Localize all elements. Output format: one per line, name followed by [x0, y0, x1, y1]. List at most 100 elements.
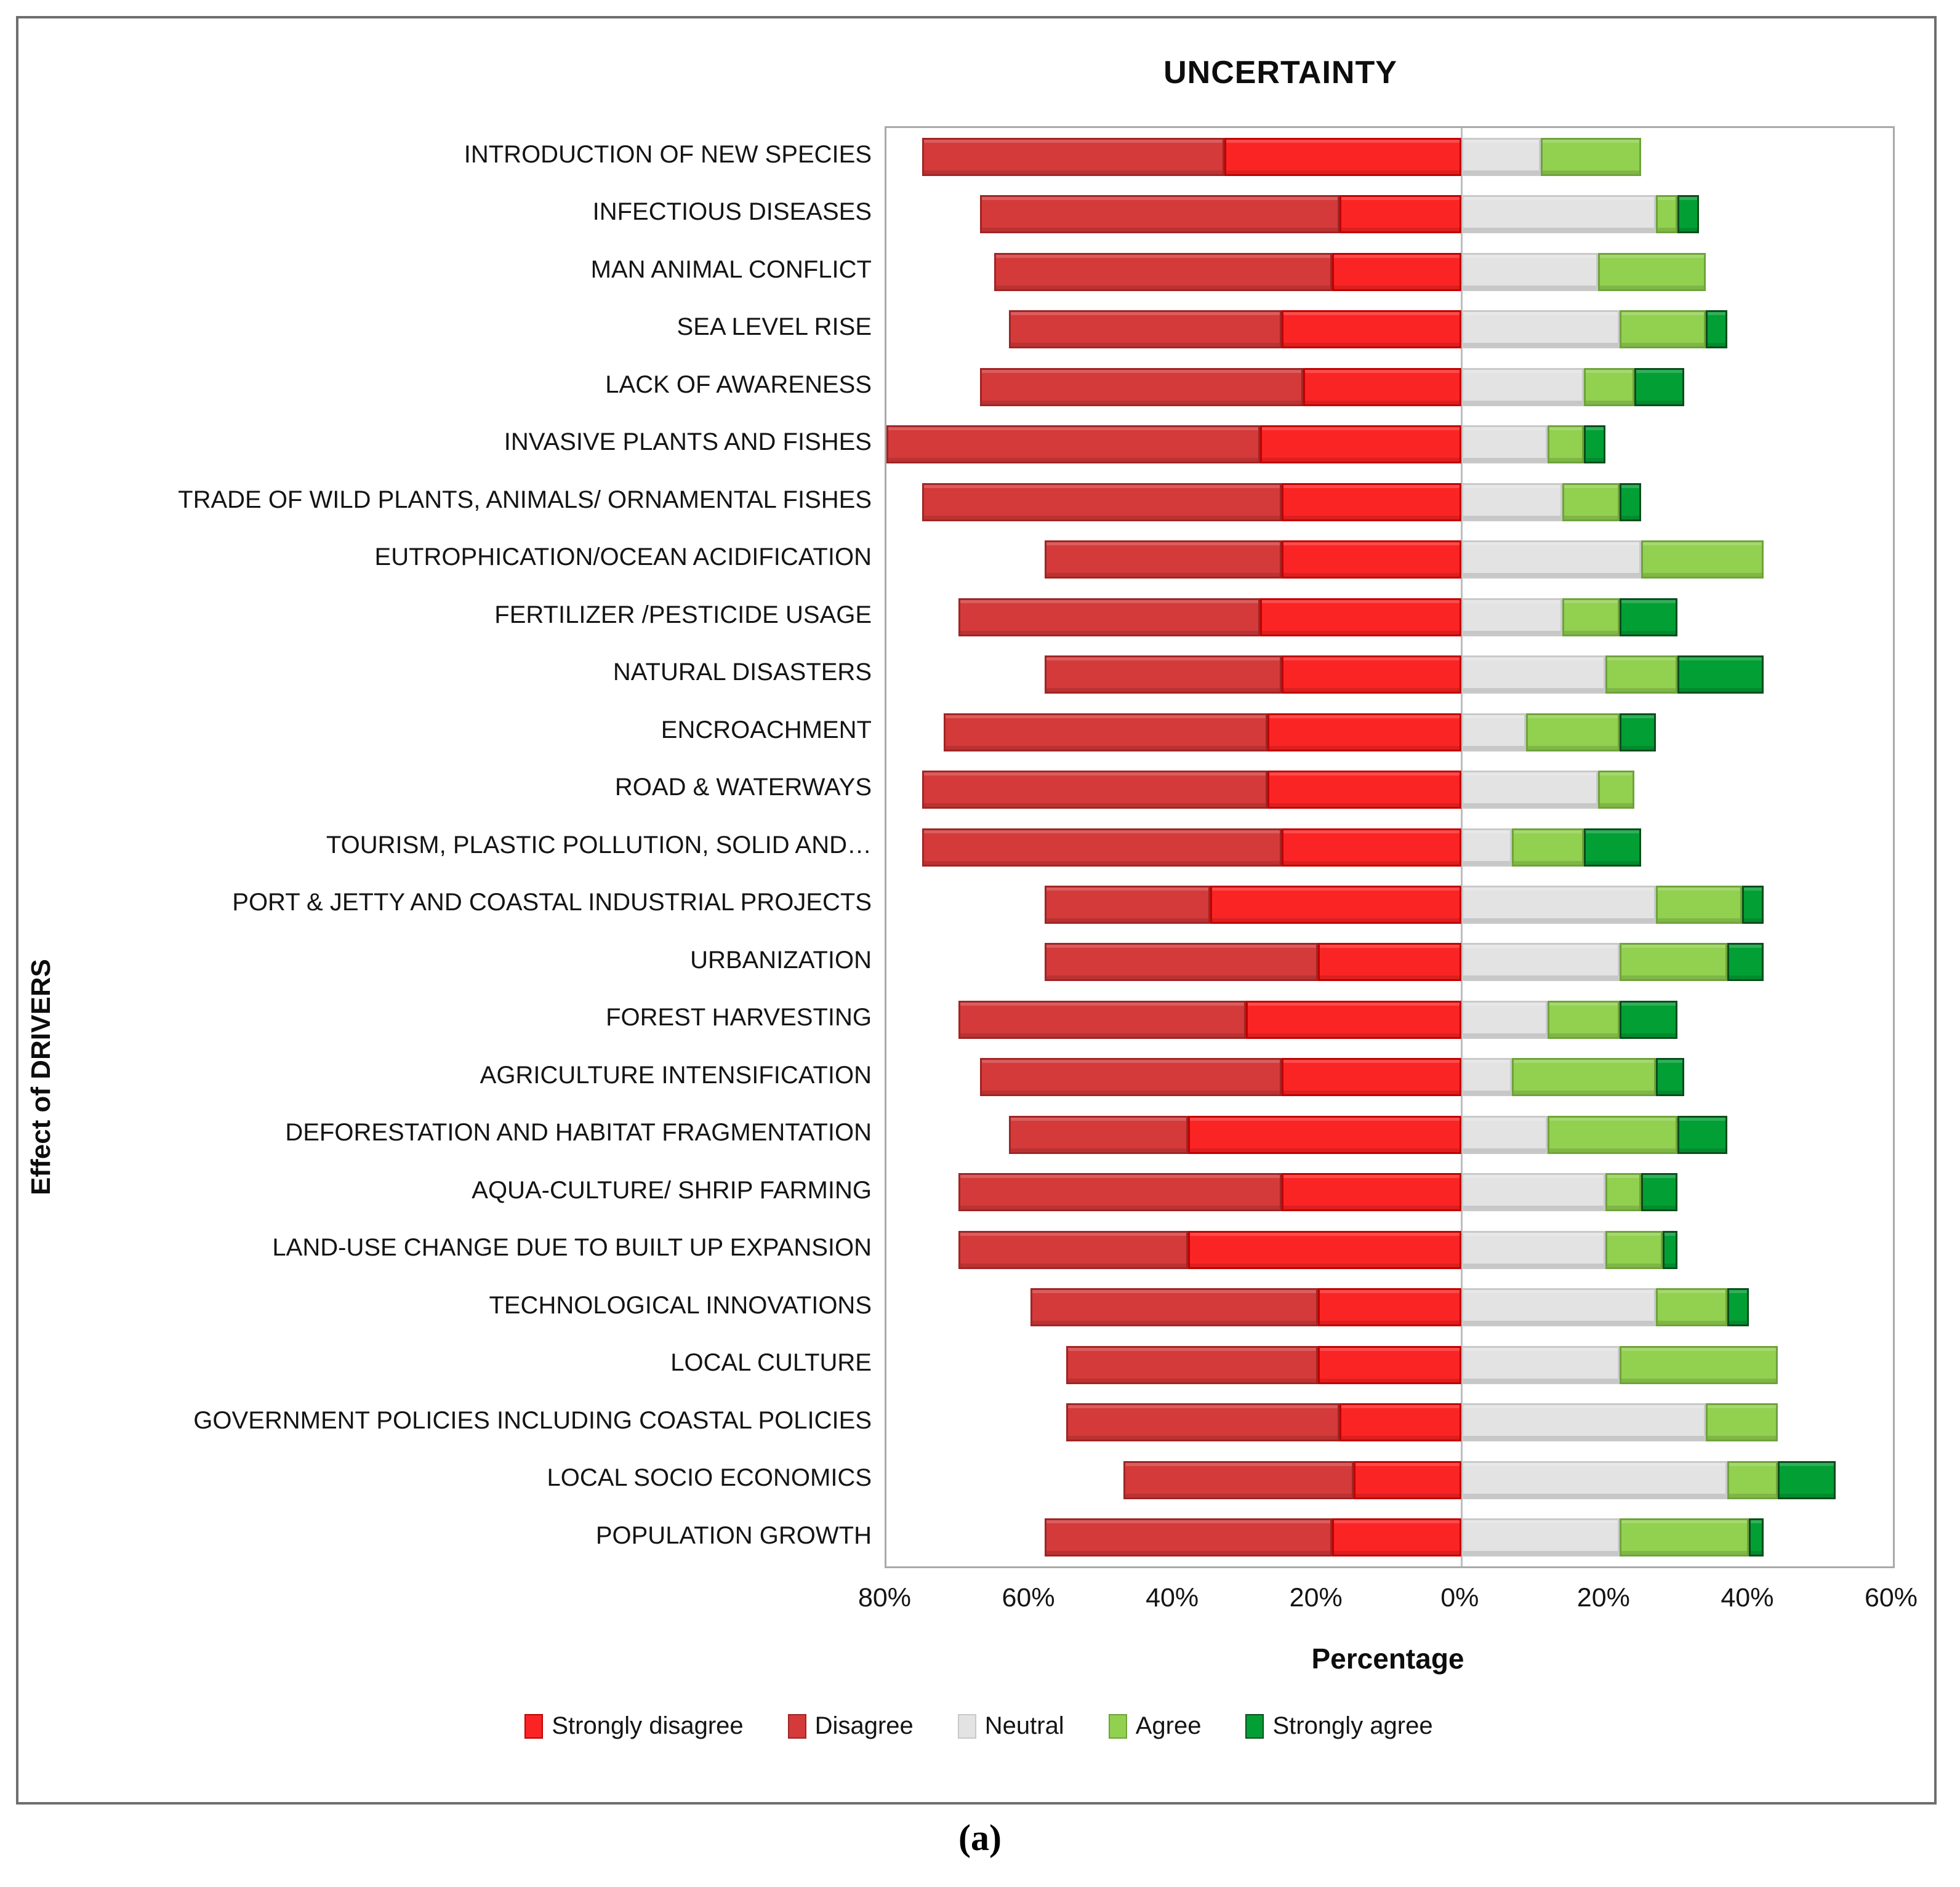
bar-row [979, 1058, 1685, 1097]
bar-segment-agree [1605, 1230, 1663, 1269]
bar-segment-neutral [1461, 828, 1512, 867]
figure-caption: (a) [958, 1817, 1002, 1858]
bar-segment-agree [1512, 828, 1584, 867]
bar-segment-neutral [1461, 310, 1620, 349]
x-tick-label: 40% [1146, 1583, 1199, 1613]
bar-segment-neutral [1461, 885, 1656, 924]
bar-segment-disagree [1123, 1460, 1354, 1499]
x-tick-label: 20% [1576, 1583, 1630, 1613]
bar-row [922, 137, 1642, 176]
bar-segment-strongly_disagree [1282, 1173, 1462, 1212]
legend-label: Strongly disagree [552, 1712, 744, 1739]
bar-row [958, 1230, 1677, 1269]
bar-segment-neutral [1461, 1288, 1656, 1327]
category-label: LAND-USE CHANGE DUE TO BUILT UP EXPANSIO… [272, 1234, 872, 1262]
legend-item-disagree: Disagree [787, 1712, 914, 1740]
bar-segment-strongly_agree [1583, 425, 1605, 464]
bar-row [1066, 1345, 1778, 1384]
legend-swatch-agree [1108, 1713, 1127, 1739]
bar-segment-agree [1727, 1460, 1778, 1499]
bar-row [944, 713, 1656, 751]
x-tick-label: 60% [1864, 1583, 1918, 1613]
category-label: INVASIVE PLANTS AND FISHES [504, 428, 872, 456]
bar-segment-neutral [1461, 425, 1548, 464]
category-label: LACK OF AWARENESS [605, 371, 872, 398]
bar-row [979, 195, 1699, 234]
bar-segment-agree [1562, 598, 1620, 636]
category-label: INFECTIOUS DISEASES [592, 198, 872, 226]
bar-segment-agree [1562, 483, 1620, 521]
legend-item-strongly_agree: Strongly agree [1245, 1712, 1433, 1740]
bar-segment-disagree [979, 195, 1339, 234]
bar-segment-strongly_agree [1620, 598, 1677, 636]
bar-segment-strongly_disagree [1282, 483, 1462, 521]
plot-area [885, 126, 1895, 1568]
bar-segment-neutral [1461, 1173, 1605, 1212]
bar-row [1008, 310, 1728, 349]
bar-segment-strongly_disagree [1210, 885, 1462, 924]
bar-segment-neutral [1461, 540, 1642, 579]
bar-segment-disagree [1044, 943, 1318, 982]
bar-segment-strongly_disagree [1332, 252, 1462, 291]
bar-row [886, 425, 1605, 464]
bar-segment-strongly_agree [1741, 885, 1764, 924]
bar-segment-neutral [1461, 1345, 1620, 1384]
legend-label: Strongly agree [1272, 1712, 1433, 1739]
bar-segment-disagree [886, 425, 1261, 464]
bar-segment-neutral [1461, 1230, 1605, 1269]
bar-row [1030, 1288, 1749, 1327]
bar-segment-disagree [922, 828, 1282, 867]
bar-segment-strongly_disagree [1224, 137, 1462, 176]
bar-segment-agree [1526, 713, 1620, 751]
bar-segment-agree [1655, 885, 1742, 924]
bar-segment-neutral [1461, 137, 1541, 176]
bar-segment-disagree [1044, 540, 1282, 579]
bar-row [922, 483, 1642, 521]
bar-segment-agree [1548, 425, 1584, 464]
bar-segment-agree [1605, 1173, 1642, 1212]
category-label: TECHNOLOGICAL INNOVATIONS [489, 1291, 872, 1319]
legend-label: Agree [1135, 1712, 1202, 1739]
category-label: LOCAL SOCIO ECONOMICS [547, 1464, 872, 1492]
bar-segment-neutral [1461, 713, 1527, 751]
bar-segment-strongly_disagree [1317, 1288, 1462, 1327]
bar-segment-disagree [994, 252, 1333, 291]
bar-segment-neutral [1461, 1460, 1728, 1499]
bar-segment-agree [1548, 1115, 1677, 1154]
bar-segment-strongly_disagree [1339, 1403, 1462, 1442]
bar-segment-disagree [1044, 655, 1282, 694]
bar-segment-disagree [958, 1173, 1282, 1212]
bar-segment-strongly_disagree [1317, 1345, 1462, 1384]
category-labels-column: INTRODUCTION OF NEW SPECIES INFECTIOUS DI… [27, 126, 872, 1564]
bar-row [1044, 943, 1764, 982]
category-label: INTRODUCTION OF NEW SPECIES [464, 141, 872, 168]
bar-segment-neutral [1461, 1518, 1620, 1557]
bar-segment-agree [1655, 195, 1677, 234]
bar-segment-strongly_agree [1677, 195, 1699, 234]
bar-segment-strongly_disagree [1303, 367, 1462, 406]
bar-segment-agree [1620, 1518, 1749, 1557]
category-label: EUTROPHICATION/OCEAN ACIDIFICATION [374, 543, 872, 571]
category-label: PORT & JETTY AND COASTAL INDUSTRIAL PROJ… [232, 889, 872, 916]
bar-segment-disagree [958, 598, 1261, 636]
bar-segment-strongly_disagree [1188, 1230, 1462, 1269]
x-tick-label: 60% [1002, 1583, 1055, 1613]
bar-row [1008, 1115, 1728, 1154]
bar-segment-strongly_disagree [1282, 1058, 1462, 1097]
bar-segment-neutral [1461, 1115, 1548, 1154]
bar-row [958, 1000, 1677, 1039]
legend-item-neutral: Neutral [957, 1712, 1064, 1740]
bar-segment-strongly_agree [1655, 1058, 1685, 1097]
chart-title: UNCERTAINTY [1163, 55, 1397, 90]
bar-segment-neutral [1461, 195, 1656, 234]
bar-segment-neutral [1461, 598, 1562, 636]
bar-row [922, 771, 1634, 809]
bar-segment-strongly_disagree [1332, 1518, 1462, 1557]
bar-segment-strongly_agree [1677, 655, 1764, 694]
x-tick-label: 0% [1440, 1583, 1479, 1613]
bar-segment-strongly_disagree [1339, 195, 1462, 234]
bar-segment-strongly_disagree [1260, 425, 1462, 464]
bar-segment-disagree [1044, 885, 1210, 924]
bar-segment-disagree [922, 483, 1282, 521]
x-axis-title: Percentage [1311, 1643, 1464, 1675]
